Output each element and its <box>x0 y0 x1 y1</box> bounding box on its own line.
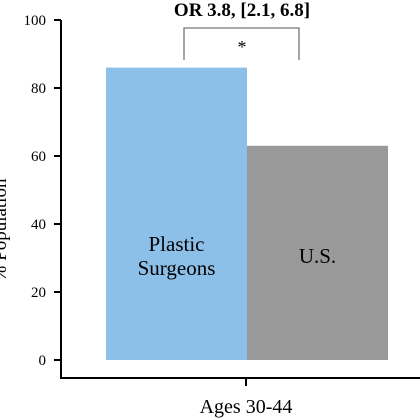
significance-asterisk: * <box>238 37 247 57</box>
bar-us <box>247 145 388 360</box>
y-tick-label: 80 <box>31 81 46 97</box>
bracket-line <box>183 27 300 60</box>
axes <box>60 20 420 386</box>
chart-title: OR 3.8, [2.1, 6.8] <box>174 0 310 21</box>
y-tick-label: 20 <box>31 285 46 301</box>
bar-label: Plastic <box>149 232 205 256</box>
y-tick-label: 0 <box>39 353 47 369</box>
significance-bracket: * <box>183 27 300 60</box>
x-axis-label: Ages 30-44 <box>200 396 293 418</box>
y-tick-label: 60 <box>31 149 46 165</box>
y-tick-label: 100 <box>24 13 47 29</box>
y-axis-label: % Population <box>0 178 11 281</box>
bar-plastic-surgeons <box>106 67 247 360</box>
y-tick-label: 40 <box>31 217 46 233</box>
y-ticks: 0 20 40 60 80 100 <box>24 13 61 369</box>
bar-label: Surgeons <box>138 256 216 280</box>
bar-label: U.S. <box>299 244 336 268</box>
